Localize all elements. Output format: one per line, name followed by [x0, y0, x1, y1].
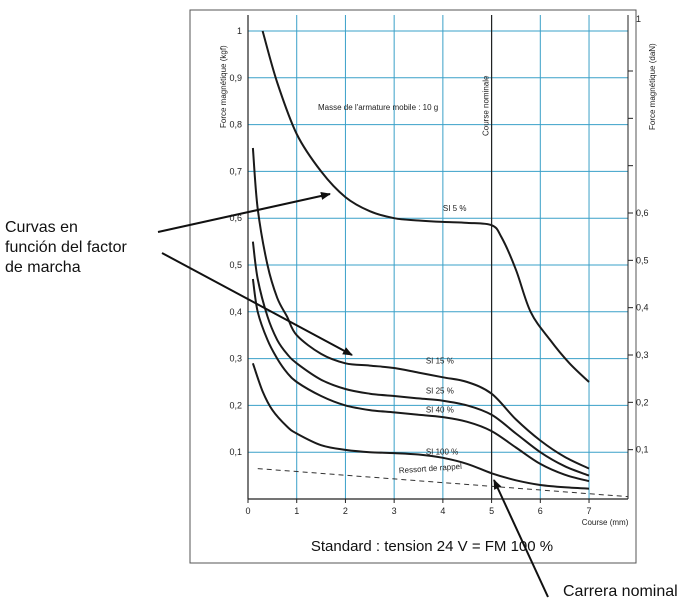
nominal-stroke-annotation: Carrera nominal	[563, 583, 678, 600]
series-line-si5	[261, 30, 590, 383]
curves-annotation-line-3: de marcha	[5, 259, 81, 276]
y-left-tick-label: 0,1	[229, 447, 242, 457]
spring-label: Ressort de rappel	[399, 462, 463, 475]
grid	[248, 15, 629, 499]
curves-annotation-line-2: función del factor	[5, 239, 127, 256]
y-right-tick-label: 0,5	[636, 255, 649, 265]
y-left-tick-label: 0,8	[229, 120, 242, 130]
arrow-to-si15	[161, 252, 353, 356]
y-left-tick-label: 0,4	[229, 307, 242, 317]
y-left-tick-label: 0,5	[229, 260, 242, 270]
series-line-si40	[251, 278, 590, 483]
curves-annotation-line-1: Curvas en	[5, 219, 78, 236]
y-left-tick-label: 0,9	[229, 73, 242, 83]
x-tick-label: 4	[440, 506, 445, 516]
x-tick-label: 0	[245, 506, 250, 516]
x-tick-label: 7	[587, 506, 592, 516]
arrow-to-si5	[157, 192, 331, 233]
mass-note: Masse de l'armature mobile : 10 g	[318, 103, 438, 112]
x-axis-label: Course (mm)	[582, 518, 629, 527]
curves-annotation: Curvas en función del factor de marcha	[5, 218, 185, 278]
series-line-si25	[251, 241, 590, 477]
x-tick-label: 3	[392, 506, 397, 516]
y-left-tick-label: 0,7	[229, 166, 242, 176]
y-left-tick-label: 0,6	[229, 213, 242, 223]
series-label: SI 5 %	[443, 204, 467, 213]
y-right-tick-label: 0,2	[636, 397, 649, 407]
y-right-tick-label: 0,3	[636, 350, 649, 360]
y-left-tick-label: 1	[237, 26, 242, 36]
x-tick-label: 6	[538, 506, 543, 516]
x-tick-label: 5	[489, 506, 494, 516]
y-right-tick-label: 0,4	[636, 303, 649, 313]
series-label: SI 100 %	[426, 448, 458, 457]
chart-labels: 0,1 0,2 0,3 0,4 0,5 0,6 0,7 0,8 0,9 1 0,1 0,2 0,3 0,4…	[219, 14, 657, 555]
curves	[251, 30, 629, 498]
spring-line	[257, 468, 629, 498]
x-tick-label: 1	[294, 506, 299, 516]
nominal-stroke-label: Course nominale	[482, 75, 491, 136]
y-right-top-label: 1	[636, 14, 641, 24]
y-axis-label-left: Force magnétique (kgf)	[219, 45, 228, 128]
series-label: SI 15 %	[426, 356, 454, 365]
y-right-tick-label: 0,1	[636, 445, 649, 455]
x-tick-label: 2	[343, 506, 348, 516]
outer-frame	[189, 9, 637, 564]
series-label: SI 40 %	[426, 405, 454, 414]
y-right-tick-label: 0,6	[636, 208, 649, 218]
arrow-to-nominal	[493, 479, 549, 598]
series-line-si15	[251, 147, 590, 470]
y-left-tick-label: 0,3	[229, 354, 242, 364]
axes	[247, 15, 629, 500]
y-axis-label-right: Force magnétique (daN)	[648, 43, 657, 130]
y-left-tick-label: 0,2	[229, 400, 242, 410]
footer-caption: Standard : tension 24 V = FM 100 %	[311, 538, 553, 555]
series-label: SI 25 %	[426, 387, 454, 396]
annotation-arrows	[157, 192, 549, 598]
series-line-si100	[251, 362, 590, 490]
